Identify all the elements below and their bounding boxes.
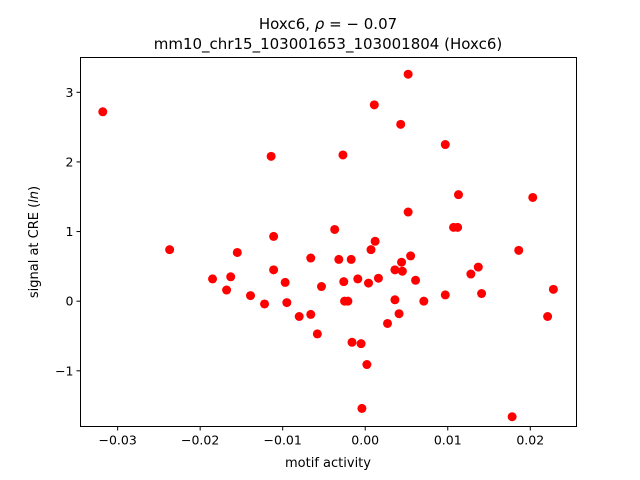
data-point [477,289,487,299]
data-point [364,278,374,288]
data-point [373,273,383,283]
data-point [466,269,476,279]
data-point [390,265,400,275]
ylabel-suffix: ) [27,186,42,191]
data-point [353,274,363,284]
data-point [334,254,344,264]
data-point [419,296,429,306]
y-axis-label: signal at CRE (ln) [27,186,42,298]
data-point [406,251,416,261]
chart-title-line2: mm10_chr15_103001653_103001804 (Hoxc6) [154,35,502,54]
data-point [269,265,279,275]
data-point [280,277,290,287]
data-point [397,257,407,267]
chart-title-line1: Hoxc6, ρ = − 0.07 [259,15,397,33]
data-point [246,291,256,301]
data-point [370,236,380,246]
x-axis: −0.03 −0.02 −0.01 0.00 0.01 0.02 [98,426,544,448]
data-point [383,318,393,328]
y-axis: −1 0 1 2 3 [55,85,81,378]
x-tick-label: 0.01 [434,433,462,448]
data-point [338,150,348,160]
data-point [394,309,404,319]
data-point [362,360,372,370]
data-point [330,224,340,234]
data-point [339,277,349,287]
ylabel-italic: ln [27,191,42,203]
data-point [396,119,406,129]
data-point [306,309,316,319]
title-rho: ρ [315,15,325,33]
data-point [403,69,413,79]
data-point [312,329,322,339]
data-point [357,403,367,413]
data-points [98,69,558,422]
data-point [226,272,236,282]
data-point [507,412,517,422]
data-point [269,231,279,241]
data-point [165,245,175,255]
data-point [440,140,450,150]
title-prefix: Hoxc6, [259,15,315,33]
data-point [208,274,218,284]
y-tick-label: −1 [55,363,73,378]
data-point [316,282,326,292]
data-point [282,298,292,308]
y-tick-label: 1 [66,224,74,239]
data-point [346,254,356,264]
data-point [366,245,376,255]
data-point [222,285,232,295]
data-point [473,262,483,272]
data-point [453,190,463,200]
data-point [356,339,366,349]
data-point [543,311,553,321]
data-point [390,295,400,305]
data-point [98,107,108,117]
data-point [440,290,450,300]
x-tick-label: 0.00 [351,433,379,448]
data-point [294,311,304,321]
x-tick-label: −0.02 [181,433,219,448]
data-point [411,275,421,285]
y-tick-label: 3 [66,85,74,100]
data-point [528,192,538,202]
data-point [260,299,270,309]
data-point [397,266,407,276]
x-tick-label: −0.03 [98,433,136,448]
data-point [232,247,242,257]
data-point [548,284,558,294]
x-axis-label: motif activity [285,456,371,471]
data-point [514,245,524,255]
data-point [343,296,353,306]
data-point [266,151,276,161]
y-tick-label: 0 [66,294,74,309]
ylabel-prefix: signal at CRE ( [27,203,42,298]
x-tick-label: −0.01 [264,433,302,448]
data-point [453,222,463,232]
data-point [347,337,357,347]
data-point [306,253,316,263]
y-tick-label: 2 [66,154,74,169]
plot-area-frame [80,57,577,427]
data-point [403,207,413,217]
data-point [369,100,379,110]
title-suffix: = − 0.07 [324,15,397,33]
x-tick-label: 0.02 [516,433,544,448]
